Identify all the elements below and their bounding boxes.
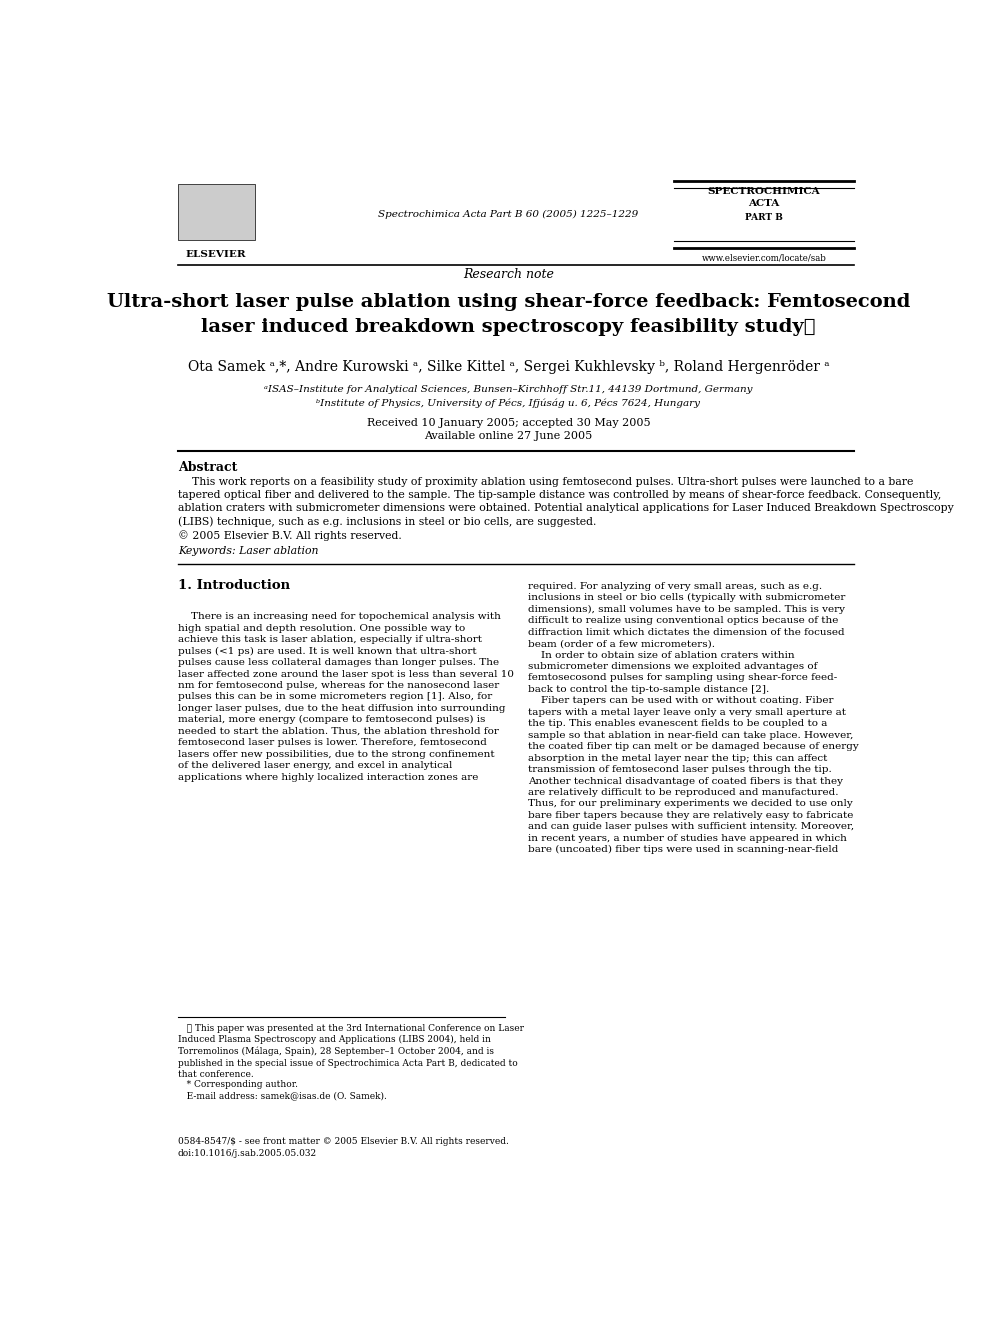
FancyBboxPatch shape bbox=[178, 184, 255, 241]
Text: Research note: Research note bbox=[463, 269, 554, 282]
Text: www.elsevier.com/locate/sab: www.elsevier.com/locate/sab bbox=[701, 253, 826, 262]
Text: ⋆ This paper was presented at the 3rd International Conference on Laser
Induced : ⋆ This paper was presented at the 3rd In… bbox=[178, 1024, 524, 1080]
Text: PART B: PART B bbox=[745, 213, 783, 222]
Text: Ultra-short laser pulse ablation using shear-force feedback: Femtosecond
laser i: Ultra-short laser pulse ablation using s… bbox=[107, 294, 910, 336]
Text: SPECTROCHIMICA: SPECTROCHIMICA bbox=[707, 187, 820, 196]
Text: 0584-8547/$ - see front matter © 2005 Elsevier B.V. All rights reserved.
doi:10.: 0584-8547/$ - see front matter © 2005 El… bbox=[178, 1136, 509, 1158]
Text: This work reports on a feasibility study of proximity ablation using femtosecond: This work reports on a feasibility study… bbox=[178, 476, 953, 541]
Text: Abstract: Abstract bbox=[178, 462, 237, 475]
Text: There is an increasing need for topochemical analysis with
high spatial and dept: There is an increasing need for topochem… bbox=[178, 613, 514, 782]
Text: 1. Introduction: 1. Introduction bbox=[178, 579, 290, 593]
Text: ELSEVIER: ELSEVIER bbox=[186, 250, 247, 259]
Text: Available online 27 June 2005: Available online 27 June 2005 bbox=[425, 431, 592, 441]
Text: Ota Samek ᵃ,*, Andre Kurowski ᵃ, Silke Kittel ᵃ, Sergei Kukhlevsky ᵇ, Roland Her: Ota Samek ᵃ,*, Andre Kurowski ᵃ, Silke K… bbox=[187, 360, 829, 374]
Text: Received 10 January 2005; accepted 30 May 2005: Received 10 January 2005; accepted 30 Ma… bbox=[367, 418, 650, 427]
Text: Keywords: Laser ablation: Keywords: Laser ablation bbox=[178, 546, 318, 556]
Text: Spectrochimica Acta Part B 60 (2005) 1225–1229: Spectrochimica Acta Part B 60 (2005) 122… bbox=[378, 210, 639, 220]
Text: required. For analyzing of very small areas, such as e.g.
inclusions in steel or: required. For analyzing of very small ar… bbox=[528, 582, 858, 855]
Text: ᵃISAS–Institute for Analytical Sciences, Bunsen–Kirchhoff Str.11, 44139 Dortmund: ᵃISAS–Institute for Analytical Sciences,… bbox=[264, 385, 753, 394]
Text: ᵇInstitute of Physics, University of Pécs, Ifjúság u. 6, Pécs 7624, Hungary: ᵇInstitute of Physics, University of Péc… bbox=[316, 398, 700, 407]
Text: ACTA: ACTA bbox=[748, 198, 780, 208]
Text: * Corresponding author.
   E-mail address: samek@isas.de (O. Samek).: * Corresponding author. E-mail address: … bbox=[178, 1080, 387, 1101]
